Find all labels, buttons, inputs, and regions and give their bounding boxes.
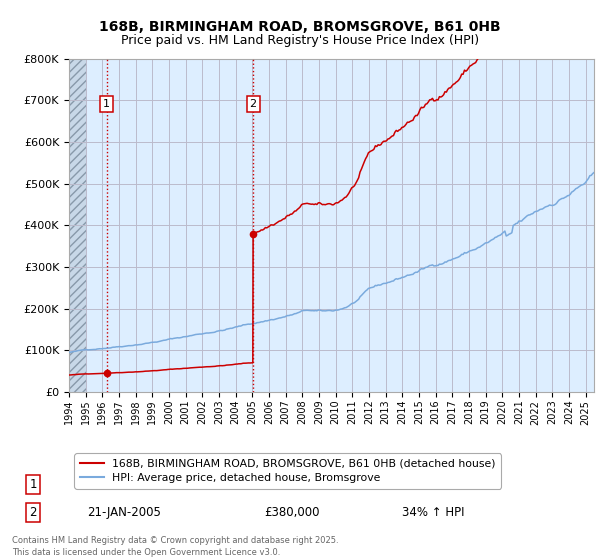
Text: £45,000: £45,000: [264, 478, 312, 491]
Text: 03-APR-1996: 03-APR-1996: [87, 478, 163, 491]
Text: 1: 1: [103, 99, 110, 109]
Bar: [69, 59, 86, 392]
Text: Contains HM Land Registry data © Crown copyright and database right 2025.
This d: Contains HM Land Registry data © Crown c…: [12, 536, 338, 557]
Text: £380,000: £380,000: [264, 506, 320, 519]
Text: 57% ↓ HPI: 57% ↓ HPI: [402, 478, 464, 491]
Text: Price paid vs. HM Land Registry's House Price Index (HPI): Price paid vs. HM Land Registry's House …: [121, 34, 479, 46]
Text: 2: 2: [250, 99, 257, 109]
Text: 168B, BIRMINGHAM ROAD, BROMSGROVE, B61 0HB: 168B, BIRMINGHAM ROAD, BROMSGROVE, B61 0…: [99, 20, 501, 34]
Legend: 168B, BIRMINGHAM ROAD, BROMSGROVE, B61 0HB (detached house), HPI: Average price,: 168B, BIRMINGHAM ROAD, BROMSGROVE, B61 0…: [74, 454, 501, 488]
Text: 21-JAN-2005: 21-JAN-2005: [87, 506, 161, 519]
Text: 1: 1: [29, 478, 37, 491]
Text: 2: 2: [29, 506, 37, 519]
Text: 34% ↑ HPI: 34% ↑ HPI: [402, 506, 464, 519]
